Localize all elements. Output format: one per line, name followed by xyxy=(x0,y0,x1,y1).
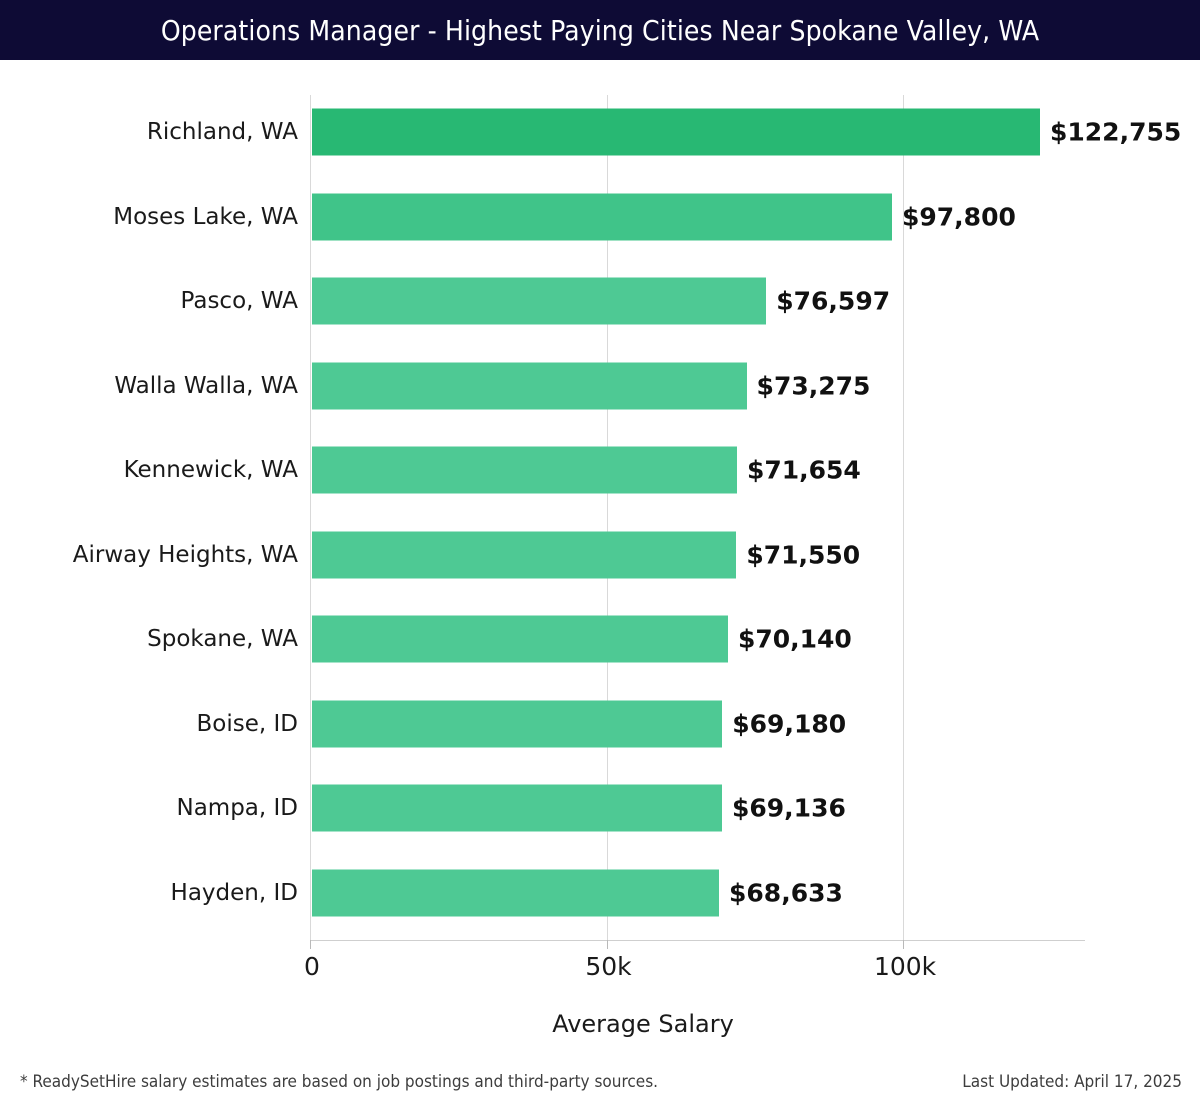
bar-row[interactable]: Walla Walla, WA $73,275 xyxy=(0,344,1200,428)
gridline-0 xyxy=(310,95,311,940)
bar-value-label: $69,180 xyxy=(732,709,847,738)
bar-row[interactable]: Richland, WA $122,755 xyxy=(0,90,1200,174)
gridlines xyxy=(310,95,1085,940)
bar[interactable] xyxy=(312,531,737,578)
title-bar: Operations Manager - Highest Paying Citi… xyxy=(0,0,1200,60)
bar[interactable] xyxy=(312,615,728,663)
tick-mark-0 xyxy=(310,940,311,949)
bar[interactable] xyxy=(312,362,747,409)
bar[interactable] xyxy=(312,277,767,325)
footer-disclaimer: * ReadySetHire salary estimates are base… xyxy=(20,1072,659,1092)
bar[interactable] xyxy=(312,869,720,916)
category-label: Hayden, ID xyxy=(170,879,298,906)
x-tick-label: 50k xyxy=(585,952,632,981)
bar-row[interactable]: Kennewick, WA $71,654 xyxy=(0,428,1200,512)
bar-row[interactable]: Airway Heights, WA $71,550 xyxy=(0,513,1200,597)
category-label: Airway Heights, WA xyxy=(72,541,298,568)
bar-row[interactable]: Hayden, ID $68,633 xyxy=(0,851,1200,935)
tick-mark-50k xyxy=(606,940,608,949)
bar-row[interactable]: Spokane, WA $70,140 xyxy=(0,597,1200,681)
x-axis-title: Average Salary xyxy=(0,1010,1200,1038)
bar-value-label: $122,755 xyxy=(1050,117,1182,147)
bar[interactable] xyxy=(312,446,737,494)
bar-row[interactable]: Moses Lake, WA $97,800 xyxy=(0,175,1200,259)
category-label: Moses Lake, WA xyxy=(113,203,298,230)
category-label: Kennewick, WA xyxy=(123,457,298,483)
category-label: Spokane, WA xyxy=(147,626,298,652)
bar[interactable] xyxy=(312,108,1040,156)
plot-area: Richland, WA $122,755 Moses Lake, WA $97,80… xyxy=(0,60,1200,1000)
footer: * ReadySetHire salary estimates are base… xyxy=(0,1072,1200,1120)
category-label: Richland, WA xyxy=(146,119,298,145)
bar-value-label: $69,136 xyxy=(732,793,846,823)
x-axis-title-label: Average Salary xyxy=(552,1010,734,1038)
bar-row[interactable]: Boise, ID $69,180 xyxy=(0,682,1200,766)
page-title: Operations Manager - Highest Paying Citi… xyxy=(160,13,1040,47)
bar-value-label: $70,140 xyxy=(737,624,852,654)
bar[interactable] xyxy=(312,784,722,832)
bar-value-label: $97,800 xyxy=(902,202,1016,231)
bar-value-label: $73,275 xyxy=(756,371,871,400)
bar-row[interactable]: Pasco, WA $76,597 xyxy=(0,259,1200,343)
tick-mark-100k xyxy=(903,940,905,949)
bar-value-label: $68,633 xyxy=(729,878,843,907)
x-tick-label: 0 xyxy=(304,952,320,981)
x-axis-line xyxy=(310,940,1085,941)
category-label: Pasco, WA xyxy=(180,288,298,314)
bar-value-label: $71,654 xyxy=(746,455,861,485)
bar[interactable] xyxy=(312,700,723,747)
bar-value-label: $71,550 xyxy=(746,540,861,569)
bar-row[interactable]: Nampa, ID $69,136 xyxy=(0,766,1200,850)
category-label: Walla Walla, WA xyxy=(114,372,298,399)
category-label: Nampa, ID xyxy=(176,795,298,821)
bar-rows: Richland, WA $122,755 Moses Lake, WA $97,80… xyxy=(0,60,1200,1000)
footer-last-updated: Last Updated: April 17, 2025 xyxy=(962,1072,1182,1092)
gridline-100k xyxy=(903,95,905,940)
bar-value-label: $76,597 xyxy=(776,286,891,316)
x-tick-label: 100k xyxy=(873,952,937,981)
category-label: Boise, ID xyxy=(196,710,299,737)
bar[interactable] xyxy=(312,193,892,240)
gridline-50k xyxy=(606,95,608,940)
